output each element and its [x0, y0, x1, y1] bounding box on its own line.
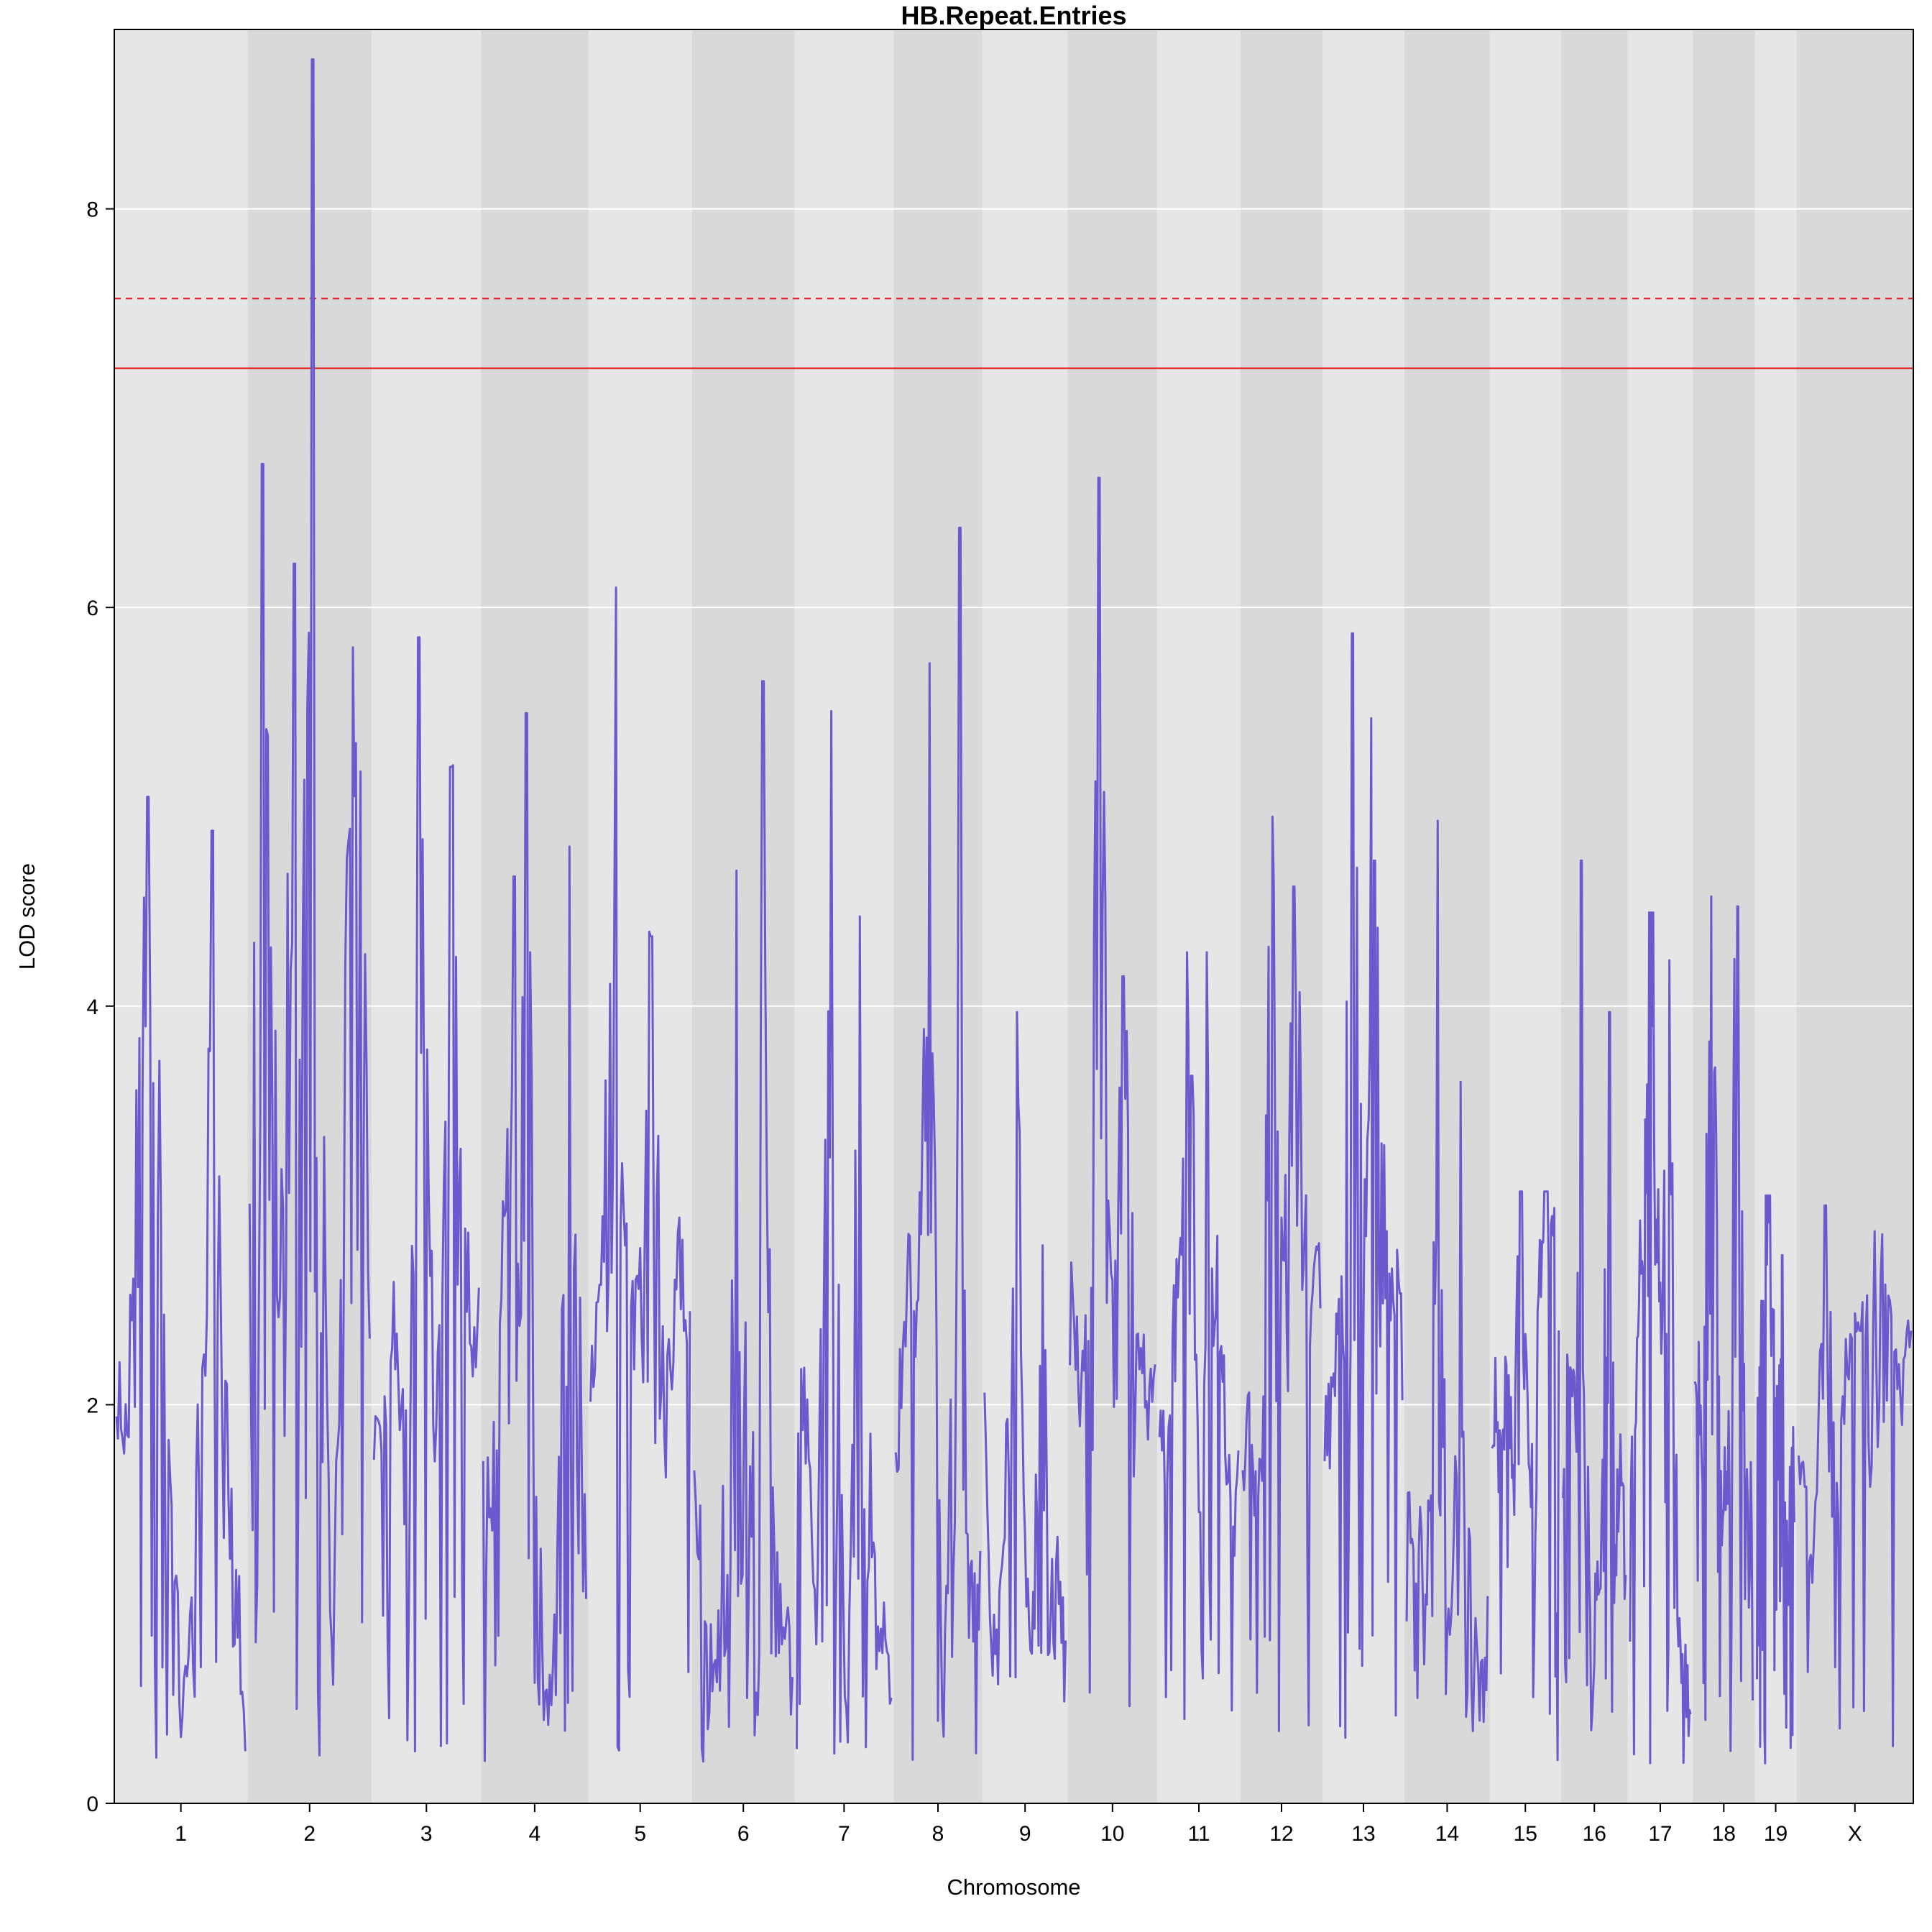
x-tick-label-11: 11 — [1187, 1822, 1210, 1846]
x-axis-ticks: 1 2 3 4 5 6 7 8 9 10 11 12 13 14 15 16 17 18 19 X — [175, 1803, 1862, 1846]
x-tick-label-4: 4 — [529, 1822, 541, 1846]
y-tick-label-2: 2 — [86, 1394, 98, 1417]
x-tick-label-2: 2 — [303, 1822, 316, 1846]
x-tick-label-12: 12 — [1269, 1822, 1293, 1846]
y-axis-label: LOD score — [14, 863, 40, 970]
lod-curve-chr-1 — [115, 796, 247, 1759]
lod-curve-chr-X — [1798, 1204, 1913, 1747]
lod-curve-chr-17 — [1629, 911, 1692, 1765]
y-tick-label-8: 8 — [86, 198, 98, 222]
chromosome-band-5 — [588, 29, 692, 1803]
lod-curve-chr-5 — [589, 586, 691, 1752]
threshold-lines — [114, 298, 1913, 369]
x-tick-label-5: 5 — [634, 1822, 646, 1846]
lod-curve-chr-4 — [482, 712, 587, 1762]
lod-curve-chr-9 — [983, 1011, 1067, 1703]
y-tick-label-6: 6 — [86, 597, 98, 620]
x-tick-label-6: 6 — [737, 1822, 750, 1846]
x-tick-label-7: 7 — [838, 1822, 850, 1846]
lod-curve-chr-11 — [1158, 951, 1240, 1721]
lod-curve-chr-16 — [1562, 859, 1627, 1731]
lod-curve-chr-15 — [1491, 1190, 1560, 1762]
lod-curve-chr-18 — [1693, 895, 1754, 1752]
chromosome-band-16 — [1560, 29, 1628, 1803]
chromosome-band-17 — [1627, 29, 1693, 1803]
x-tick-label-18: 18 — [1712, 1822, 1736, 1846]
lod-curve-chr-14 — [1405, 819, 1489, 1732]
lod-curve-chr-2 — [248, 58, 371, 1757]
y-axis-ticks: 0 2 4 6 8 — [86, 198, 114, 1816]
lod-curve-chr-12 — [1241, 815, 1322, 1732]
lod-curve-chr-19 — [1756, 1194, 1795, 1765]
chromosome-band-10 — [1067, 29, 1158, 1803]
x-tick-label-1: 1 — [175, 1822, 187, 1846]
lod-curve-chr-7 — [796, 709, 893, 1755]
chart-title: HB.Repeat.Entries — [901, 1, 1126, 30]
lod-curve-chr-13 — [1323, 632, 1404, 1739]
x-tick-label-8: 8 — [932, 1822, 944, 1846]
chromosome-band-7 — [794, 29, 894, 1803]
x-axis-label: Chromosome — [947, 1874, 1080, 1900]
lod-curve-chr-6 — [693, 680, 794, 1763]
x-tick-label-9: 9 — [1019, 1822, 1031, 1846]
x-tick-label-19: 19 — [1764, 1822, 1788, 1846]
lod-curve-chr-8 — [894, 526, 982, 1761]
lod-series — [115, 58, 1913, 1765]
x-tick-label-17: 17 — [1648, 1822, 1672, 1846]
x-tick-label-3: 3 — [420, 1822, 433, 1846]
x-tick-label-10: 10 — [1100, 1822, 1124, 1846]
chromosome-band-1 — [114, 29, 248, 1803]
plot-frame — [114, 29, 1914, 1804]
x-tick-label-13: 13 — [1351, 1822, 1375, 1846]
x-tick-label-15: 15 — [1514, 1822, 1537, 1846]
x-tick-label-X: X — [1848, 1822, 1862, 1846]
x-tick-label-16: 16 — [1583, 1822, 1606, 1846]
lod-curve-chr-10 — [1069, 477, 1156, 1708]
chromosome-band-14 — [1404, 29, 1490, 1803]
lod-curve-chr-3 — [372, 636, 480, 1752]
y-tick-label-0: 0 — [86, 1793, 98, 1816]
y-tick-label-4: 4 — [86, 995, 98, 1019]
x-tick-label-14: 14 — [1435, 1822, 1459, 1846]
